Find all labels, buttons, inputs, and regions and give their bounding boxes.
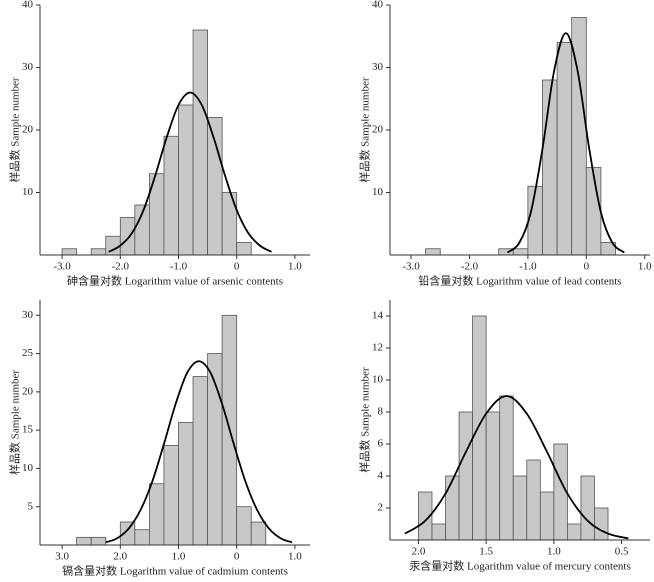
x-tick-label: -2.0	[112, 261, 130, 273]
y-tick-label: 10	[22, 462, 34, 474]
x-tick-label: 0	[584, 261, 590, 273]
bar	[163, 135, 179, 256]
y-tick-label: 40	[22, 0, 34, 11]
bar	[61, 248, 78, 256]
y-tick-label: 10	[372, 374, 384, 386]
y-tick-label: 30	[372, 61, 384, 73]
y-tick-label: 20	[22, 385, 34, 397]
bar	[542, 79, 558, 256]
bar	[105, 235, 121, 256]
bar	[431, 523, 446, 541]
x-tick-label: 2.0	[412, 546, 426, 558]
bar	[148, 483, 165, 546]
bar	[526, 459, 541, 541]
x-tick-label: 1.0	[547, 546, 561, 558]
normal-curve	[404, 395, 629, 540]
bar	[458, 411, 474, 541]
y-tick-label: 15	[22, 424, 34, 436]
y-axis-label: 样品数 Sample number	[8, 77, 22, 182]
bar	[178, 104, 194, 256]
bar	[192, 29, 208, 256]
x-tick-label: 1.0	[172, 551, 186, 563]
bar	[163, 445, 179, 546]
x-tick-label: 1.5	[479, 546, 493, 558]
bar	[585, 167, 602, 256]
y-tick-label: 5	[28, 500, 34, 512]
bar	[539, 491, 555, 541]
bar	[90, 248, 107, 256]
y-tick-label: 30	[22, 309, 34, 321]
y-tick-label: 4	[378, 470, 384, 482]
bar	[499, 395, 514, 541]
bar	[556, 42, 573, 256]
x-tick-label: 1.0	[288, 551, 302, 563]
y-tick-label: 2	[378, 502, 384, 514]
y-tick-label: 20	[22, 124, 34, 136]
y-tick-label: 8	[378, 406, 384, 418]
bar	[485, 411, 501, 541]
x-axis-label: 镉含量对数 Logarithm value of cadmium content…	[62, 564, 288, 578]
y-tick-label: 30	[22, 61, 34, 73]
normal-curve	[506, 32, 625, 254]
bar	[250, 521, 267, 546]
normal-curve	[108, 91, 273, 253]
y-tick-label: 40	[372, 0, 384, 11]
x-tick-label: 2.0	[113, 551, 127, 563]
normal-curve	[105, 360, 293, 544]
bar	[425, 248, 441, 256]
bar	[178, 422, 194, 546]
y-tick-label: 14	[372, 310, 384, 322]
y-axis-label: 样品数 Sample number	[8, 370, 22, 475]
x-axis-label: 砷含量对数 Logarithm value of arsenic content…	[67, 274, 283, 288]
y-tick-label: 6	[378, 438, 384, 450]
x-tick-label: -3.0	[402, 261, 420, 273]
x-tick-label: 0.5	[615, 546, 629, 558]
x-tick-label: -1.0	[170, 261, 188, 273]
x-tick-label: 0	[234, 261, 240, 273]
bar	[553, 443, 568, 541]
x-tick-label: -1.0	[519, 261, 537, 273]
bar	[207, 117, 223, 256]
bar	[90, 536, 107, 546]
x-tick-label: -3.0	[53, 261, 71, 273]
x-tick-label: 0	[234, 551, 240, 563]
bar	[445, 475, 460, 541]
bar	[527, 185, 543, 256]
bar	[236, 506, 252, 546]
x-tick-label: 1.0	[638, 261, 652, 273]
x-axis-label: 铅含量对数 Logarithm value of lead contents	[418, 274, 621, 288]
x-tick-label: 1.0	[288, 261, 302, 273]
y-tick-label: 25	[22, 347, 34, 359]
bar	[566, 523, 582, 541]
y-tick-label: 10	[372, 186, 384, 198]
y-tick-label: 10	[22, 186, 34, 198]
bar	[236, 242, 252, 256]
y-axis-label: 样品数 Sample number	[358, 367, 372, 472]
bar	[512, 475, 528, 541]
bar	[76, 536, 92, 546]
y-tick-label: 20	[372, 124, 384, 136]
bar	[580, 475, 595, 541]
bar	[512, 248, 529, 256]
bar	[594, 507, 609, 541]
x-tick-label: -2.0	[461, 261, 479, 273]
bar	[192, 376, 208, 546]
y-axis-label: 样品数 Sample number	[358, 77, 372, 182]
bar	[119, 217, 136, 256]
bar	[472, 315, 487, 541]
bar	[134, 529, 150, 546]
y-tick-label: 12	[372, 342, 383, 354]
x-tick-label: 3.0	[55, 551, 69, 563]
x-axis-label: 汞含量对数 Logarithm value of mercury content…	[409, 559, 630, 573]
